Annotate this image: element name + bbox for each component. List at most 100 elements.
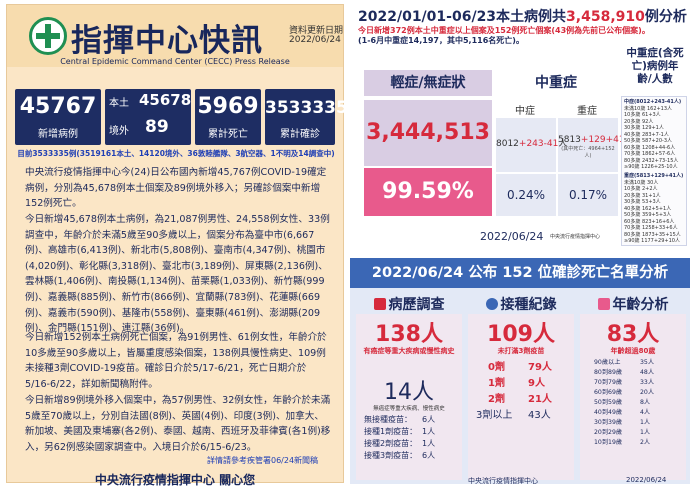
age-bucket-value: 33人: [640, 379, 655, 386]
domestic-abroad-box: 本土 45678 境外 89: [105, 89, 191, 145]
abroad-value: 89: [145, 117, 169, 137]
moderate-percent: 0.24%: [496, 174, 556, 216]
confirmed-value: 3533335: [265, 98, 348, 118]
update-date: 2022/06/24: [289, 35, 341, 45]
dose-value: 9人: [528, 378, 545, 389]
confirmed-label: 累計確診: [280, 129, 320, 140]
age-bucket-row: 40到49歲 4人: [594, 408, 650, 418]
severe-percent: 0.17%: [558, 174, 618, 216]
death-analysis-header: 2022/06/24 公布 152 位確診死亡名單分析: [350, 258, 690, 288]
age-bucket-row: 30到39歲 1人: [594, 418, 650, 428]
dose-value: 1人: [422, 439, 436, 448]
age-bucket-row: 70到79歲 33人: [594, 378, 654, 388]
cumulative-breakdown: 目前3533335例(3519161本土、14120境外、36敦睦艦隊、3航空器…: [17, 149, 335, 158]
age-row: 80多歲 2432+73-15人: [624, 157, 679, 164]
death-analysis-panel: 2022/06/24 公布 152 位確診死亡名單分析 病歷調查 接種紀錄 年齡…: [350, 258, 690, 485]
age-row: 20多歲 31+1人: [624, 192, 661, 199]
moderate-label: 中症: [515, 106, 535, 117]
age-breakdown-list: 中症(8012+243-41人) 未滿10歲 162+13人 10多歲 61+3…: [621, 96, 687, 246]
age-bucket-label: 20到29歲: [594, 429, 623, 436]
vaccination-title: 接種紀錄: [500, 297, 557, 313]
moderate-count: 8012+243-41人: [496, 136, 567, 149]
dose-label: 無接種疫苗：: [364, 415, 412, 424]
age-bucket-value: 4人: [640, 409, 651, 416]
age-bucket-label: 40到49歲: [594, 409, 623, 416]
age-row: 40多歲 162+5+1人: [624, 205, 672, 212]
severe-count-add: +129: [580, 135, 606, 145]
age-bucket-label: 50到59歲: [594, 399, 623, 406]
paragraph-deaths: 今日新增152例本土病例死亡個案，為91例男性、61例女性，年齡介於10多歲至9…: [25, 332, 327, 390]
severity-title-num: 3,458,910: [566, 9, 645, 25]
confirmed-box: 3533335 累計確診: [265, 89, 348, 145]
moderate-count-rest: -41: [543, 139, 559, 149]
medical-history-heading: 病歷調查: [356, 294, 462, 314]
age-bucket-value: 20人: [640, 389, 655, 396]
age-row: 30多歲 129+1人: [624, 125, 664, 131]
press-header: 指揮中心快訊 資料更新日期 2022/06/24 Central Epidemi…: [7, 5, 343, 67]
vaccine-dose-row: 接種2劑疫苗： 1人: [364, 438, 435, 449]
cecc-logo-icon: [29, 17, 67, 55]
paragraph-imported: 今日新增89例境外移入個案中，為57例男性、32例女性，年齡介於未滿5歲至70歲…: [25, 395, 331, 453]
moderate-count-unit: 人: [558, 139, 568, 149]
dose-value: 21人: [528, 394, 552, 405]
age-row: 60多歲 1208+44-6人: [624, 144, 676, 151]
age-row: 70多歲 1862+57-6人: [624, 151, 676, 157]
press-footer: 中央流行疫情指揮中心 關心您: [94, 473, 256, 487]
severity-title: 2022/01/01-06/23本土病例共3,458,910例分析: [358, 6, 687, 26]
dose-value: 1人: [422, 427, 436, 436]
abroad-label: 境外: [109, 126, 129, 137]
moderate-count-add: +243: [518, 139, 544, 149]
deaths-label: 累計死亡: [208, 129, 248, 140]
over-80-label: 年齡超過80歲: [610, 347, 656, 355]
age-bucket-label: 60到69歲: [594, 389, 623, 396]
severe-count: 5813+129+41人: [558, 132, 634, 145]
press-subtitle: Central Epidemic Command Center (CECC) P…: [60, 57, 290, 66]
severity-cecc: 中央流行疫情指揮中心: [550, 234, 601, 240]
vaccination-heading: 接種紀錄: [468, 294, 574, 314]
details-note-link[interactable]: 詳情請參考疾管署06/24新聞稿: [207, 456, 319, 465]
dose-label: 0劑: [488, 362, 505, 373]
severe-label: 重症: [577, 106, 597, 117]
unvaccinated-label: 未打滿3劑疫苗: [497, 347, 545, 355]
new-cases-label: 新增病例: [38, 129, 78, 140]
age-row: 50多歲 587+20-3人: [624, 138, 673, 144]
dose-value: 43人: [528, 410, 551, 421]
age-bucket-row: 90歲以上 35人: [594, 358, 654, 368]
chronic-count: 138人: [375, 322, 443, 347]
severity-subtitle-1: 今日新增372例本土中重症以上個案及152例死亡個案(43例為先前已公布個案)。: [358, 26, 650, 35]
domestic-value: 45678: [139, 91, 192, 109]
dose-label: 1劑: [488, 378, 505, 389]
unvaccinated-count: 109人: [487, 322, 555, 347]
dose-row: 2劑 21人: [488, 390, 552, 405]
severity-title-pre: 2022/01/01-06/23本土病例共: [358, 9, 567, 25]
mild-count: 3,444,513人: [364, 100, 492, 209]
dose-row: 3劑以上 43人: [476, 406, 551, 421]
age-bucket-label: 80到89歲: [594, 369, 623, 376]
vaccine-dose-row: 接種1劑疫苗： 1人: [364, 426, 435, 437]
dose-value: 79人: [528, 362, 552, 373]
vaccine-dose-row: 無接種疫苗： 6人: [364, 414, 435, 425]
age-row: ≥90歲 1226+25-10人: [624, 164, 678, 170]
mild-header: 輕症/無症狀: [364, 70, 492, 96]
moderate-count-base: 8012: [496, 139, 519, 149]
age-bucket-row: 20到29歲 1人: [594, 428, 650, 438]
age-row: ≥90歲 1177+29+10人: [624, 238, 680, 244]
age-row: 30多歲 53+3人: [624, 199, 661, 205]
severe-header: 中重症: [535, 75, 577, 91]
age-bucket-row: 50到59歲 8人: [594, 398, 650, 408]
clipboard-icon: [373, 298, 386, 310]
age-row: 60多歲 823+16+6人: [624, 218, 675, 225]
age-row: 20多歲 92人: [624, 118, 654, 125]
age-breakdown-title: 中重症(含死亡)病例年齡/人數: [626, 47, 684, 85]
domestic-label: 本土: [109, 98, 129, 109]
deaths-value: 5969: [197, 94, 259, 119]
moderate-cell: [496, 118, 556, 172]
dose-value: 6人: [422, 415, 436, 424]
paragraph-domestic: 今日新增45,678例本土病例，為21,087例男性、24,558例女性、33例…: [25, 214, 330, 335]
age-bucket-value: 2人: [640, 439, 651, 446]
medical-history-column: 138人 有癌症等重大疾病或慢性病史 14人 無癌症等重大疾病、慢性病史 無接種…: [356, 314, 462, 480]
chronic-label: 有癌症等重大疾病或慢性病史: [363, 347, 455, 355]
age-row: 40多歲 283+7-1人: [624, 131, 669, 138]
age-bucket-value: 8人: [640, 399, 651, 406]
age-bucket-label: 30到39歲: [594, 419, 623, 426]
